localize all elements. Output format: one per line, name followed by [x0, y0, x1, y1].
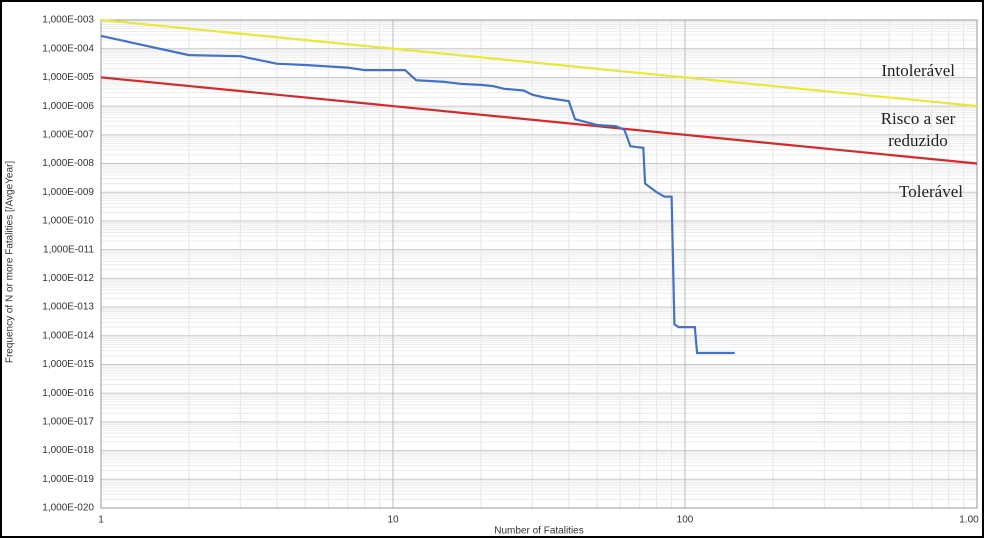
x-tick-label: 10 — [387, 515, 399, 526]
y-tick-label: 1,000E-018 — [42, 445, 94, 456]
y-tick-label: 1,000E-013 — [42, 302, 94, 313]
annotation: Tolerável — [899, 182, 963, 201]
series-line — [100, 34, 735, 355]
y-tick-label: 1,000E-012 — [42, 273, 94, 284]
annotation: Risco a ser — [881, 109, 956, 128]
y-tick-label: 1,000E-014 — [42, 330, 94, 341]
y-tick-label: 1,000E-005 — [42, 72, 94, 83]
y-tick-label: 1,000E-003 — [42, 15, 94, 26]
y-tick-label: 1,000E-015 — [42, 359, 94, 370]
plot-border — [100, 19, 978, 509]
x-tick-label: 100 — [677, 515, 694, 526]
y-tick-label: 1,000E-019 — [42, 474, 94, 485]
series-line — [100, 76, 978, 165]
annotation: reduzido — [888, 131, 947, 150]
y-tick-label: 1,000E-006 — [42, 101, 94, 112]
y-tick-label: 1,000E-008 — [42, 158, 94, 169]
y-tick-label: 1,000E-009 — [42, 187, 94, 198]
x-tick-label: 1.00 — [959, 515, 979, 526]
y-tick-label: 1,000E-017 — [42, 417, 94, 428]
y-tick-label: 1,000E-020 — [42, 503, 94, 514]
x-tick-label: 1 — [98, 515, 104, 526]
y-tick-label: 1,000E-007 — [42, 129, 94, 140]
y-tick-label: 1,000E-016 — [42, 388, 94, 399]
annotation: Intolerável — [881, 61, 955, 80]
series-line — [100, 18, 978, 108]
y-tick-label: 1,000E-010 — [42, 216, 94, 227]
x-axis-label: Number of Fatalities — [494, 526, 583, 537]
y-tick-label: 1,000E-004 — [42, 43, 94, 54]
y-axis-label: Frequency of N or more Fatalities [/Avge… — [5, 161, 16, 364]
y-tick-label: 1,000E-011 — [43, 244, 94, 255]
grid — [100, 19, 978, 509]
